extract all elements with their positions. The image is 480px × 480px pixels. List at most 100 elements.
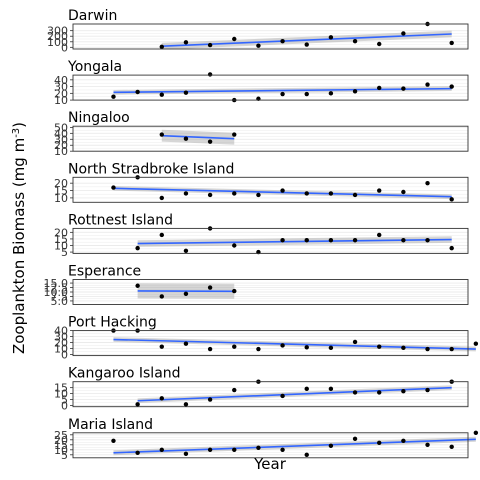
data-point — [159, 92, 164, 97]
y-tick-label: 15 — [54, 233, 68, 246]
facet-title: Rottnest Island — [68, 212, 173, 228]
data-point — [111, 94, 116, 99]
data-point — [232, 243, 237, 248]
data-point — [328, 345, 334, 351]
data-point — [207, 139, 213, 144]
data-point — [449, 40, 454, 46]
trend-line — [161, 134, 235, 140]
y-tick-label: 300 — [47, 25, 68, 38]
data-point — [207, 447, 213, 452]
data-point — [183, 248, 189, 253]
data-point — [449, 245, 454, 251]
data-point — [425, 442, 430, 447]
y-tick-label: 10 — [54, 192, 68, 205]
data-point — [304, 452, 309, 457]
data-point — [135, 245, 140, 251]
panel-border — [72, 432, 469, 459]
data-point — [304, 191, 309, 196]
data-point — [280, 188, 285, 193]
data-point — [352, 192, 358, 198]
facet-esperance: Esperance 5.07.510.012.515.0 — [44, 264, 469, 308]
data-point — [207, 192, 213, 198]
data-point — [425, 180, 430, 186]
data-point — [304, 386, 309, 392]
data-point — [280, 447, 285, 452]
data-point — [207, 285, 213, 290]
data-point — [377, 440, 382, 445]
y-tick-label: 10 — [54, 388, 68, 401]
data-point — [449, 444, 454, 449]
data-point — [304, 42, 309, 47]
y-axis-title: Zooplankton Biomass (mg m-3) — [10, 122, 28, 354]
data-point — [232, 288, 237, 294]
y-tick-label: 40 — [54, 325, 68, 338]
data-point — [328, 386, 334, 392]
y-tick-label: 12.5 — [44, 282, 69, 295]
data-point — [401, 438, 406, 443]
data-point — [352, 390, 358, 395]
panel-border — [72, 176, 469, 203]
data-point — [135, 402, 140, 407]
data-point — [352, 339, 358, 345]
data-point — [183, 191, 189, 196]
y-tick-label: 15 — [54, 382, 68, 395]
data-point — [159, 44, 164, 49]
data-point — [183, 90, 189, 95]
y-tick-label: 40 — [54, 127, 68, 140]
data-point — [232, 191, 237, 196]
y-tick-label: 10 — [54, 240, 68, 253]
y-tick-label: 10.0 — [44, 286, 69, 299]
y-tick-label: 15 — [54, 185, 68, 198]
facet-title: Maria Island — [68, 417, 153, 433]
y-tick-label: 5 — [61, 394, 68, 407]
data-point — [304, 345, 309, 350]
data-point — [135, 283, 140, 288]
data-point — [159, 195, 164, 201]
panel-border — [72, 381, 469, 408]
y-tick-label: 0 — [61, 41, 68, 54]
data-point — [401, 31, 406, 36]
data-point — [449, 84, 454, 89]
data-point — [232, 344, 237, 349]
data-point — [232, 387, 237, 393]
y-tick-label: 50 — [54, 121, 68, 134]
data-point — [232, 132, 237, 137]
data-point — [159, 232, 164, 238]
data-point — [425, 346, 430, 352]
data-point — [401, 345, 406, 351]
trend-line — [113, 438, 476, 454]
data-point — [183, 451, 189, 456]
data-point — [328, 443, 334, 448]
y-tick-label: 20 — [54, 226, 68, 239]
data-point — [352, 436, 358, 441]
y-tick-label: 20 — [54, 337, 68, 350]
data-point — [280, 393, 285, 399]
data-point — [473, 341, 479, 346]
data-point — [256, 346, 261, 352]
data-point — [401, 389, 406, 394]
data-point — [401, 189, 406, 195]
data-point — [207, 72, 213, 77]
y-tick-label: 20 — [54, 87, 68, 100]
data-point — [232, 447, 237, 452]
data-point — [280, 91, 285, 97]
data-point — [449, 197, 454, 202]
panel-border — [72, 279, 469, 305]
y-tick-label: 5 — [61, 246, 68, 259]
y-tick-label: 100 — [47, 36, 68, 49]
y-tick-label: 15 — [54, 439, 68, 452]
data-point — [377, 232, 382, 238]
facet-title: North Stradbroke Island — [68, 161, 234, 177]
trend-line — [113, 87, 452, 94]
y-tick-label: 0 — [61, 348, 68, 361]
y-tick-label: 10 — [54, 145, 68, 158]
data-point — [183, 341, 189, 346]
data-point — [425, 387, 430, 393]
data-point — [377, 188, 382, 193]
data-point — [232, 36, 237, 42]
